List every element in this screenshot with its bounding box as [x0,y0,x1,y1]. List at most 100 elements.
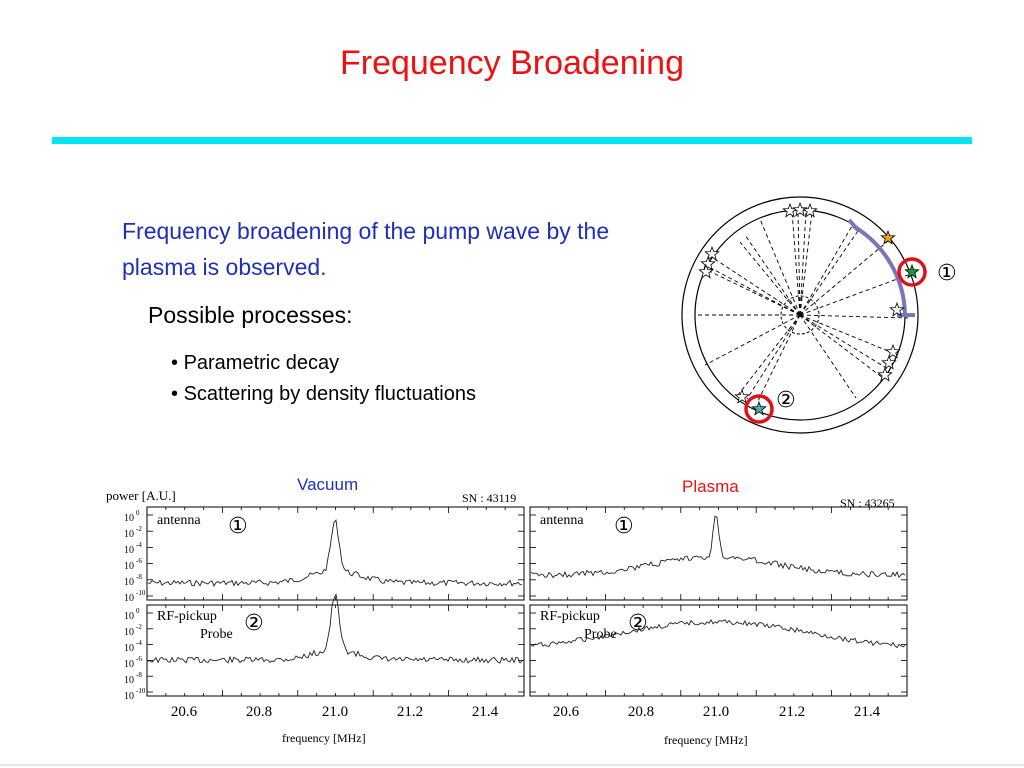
antenna-arc-end [847,218,860,232]
y-tick-exponent: -8 [136,573,142,581]
x-tick-label: 20.8 [628,704,654,720]
x-axis-label-plasma: frequency [MHz] [664,733,748,747]
trace-vacuum-probe [147,593,523,664]
processes-heading: Possible processes: [148,302,353,328]
radial-line [799,314,889,370]
trace-label-antenna: antenna [157,513,201,528]
process-item-text: Parametric decay [183,352,340,374]
radial-lines [697,210,909,404]
radial-line [704,264,801,316]
shot-number-plasma: SN : 43265 [840,496,895,510]
probe-star-icon [792,201,808,217]
plot-marker-2: ② [628,611,648,636]
probe-star-icon [802,202,818,218]
plot-marker-1: ① [228,514,248,539]
in-plot-markers: ① ② ① ② [228,514,648,636]
probe-star-icon [704,245,720,261]
plot-frame-plasma-antenna [529,506,908,601]
y-tick-label: 10 [124,513,134,524]
radial-line [799,210,807,316]
x-tick-label: 21.0 [322,704,348,720]
process-item: • Scattering by density fluctuations [171,383,476,405]
y-tick-label: 10 [124,529,134,540]
y-tick-exponent: -6 [136,557,142,565]
probe-star-icon [700,255,716,271]
x-axis-label-vacuum: frequency [MHz] [282,731,366,745]
x-tick-label: 21.4 [854,704,881,720]
x-tick-label: 21.2 [779,704,805,720]
trace-label-rf-pickup: RF-pickup [540,609,600,624]
radial-line [704,314,801,366]
intro-text: Frequency broadening of the pump wave by… [122,218,610,280]
x-tick-labels: 20.6 20.8 21.0 21.2 21.4 20.6 20.8 21.0 … [171,704,881,720]
probe-star-icon [698,263,714,279]
radial-line [799,314,884,379]
marker-circle-2 [744,394,774,424]
y-tick-exponent: -4 [136,639,142,647]
y-tick-label: 10 [124,643,134,654]
vacuum-panel-title: Vacuum [297,475,359,494]
probe-star-icon [904,263,920,279]
y-tick-exponent: -10 [136,589,146,597]
radial-line [799,314,857,399]
radial-line [799,274,909,316]
y-tick-exponent: -2 [136,623,142,631]
radial-line [739,241,801,316]
y-tick-exponent: 0 [136,607,140,615]
trace-plasma-antenna [530,515,906,579]
trace-plasma-probe [530,618,906,649]
y-tick-label: 10 [124,545,134,556]
radial-line [791,211,801,316]
center-point [798,313,802,317]
radial-line [759,218,801,316]
x-tick-label: 20.6 [553,704,580,720]
y-tick-label: 10 [124,659,134,670]
chamber-cross-section-diagram: ① ② [681,196,957,434]
y-tick-label: 10 [124,577,134,588]
y-tick-labels: 10 0 10 -2 10 -4 10 -6 10 -8 10 -10 10 0 10 -2 1… [124,509,146,702]
title-divider [52,137,972,144]
in-plot-labels: antenna RF-pickup Probe antenna RF-picku… [157,513,617,642]
probe-star-icon [782,202,798,218]
probe-star-icon [734,388,750,404]
core-circle [780,295,820,335]
radial-line [756,314,801,404]
spectrum-traces [147,515,906,664]
x-tick-label: 20.8 [246,704,272,720]
radial-line [797,210,801,316]
plot-marker-1: ① [614,514,634,539]
radial-line [744,234,801,316]
radial-line [706,269,801,316]
y-tick-label: 10 [124,675,134,686]
process-item-text: Scattering by density fluctuations [183,383,476,405]
radial-line [709,255,801,316]
radial-line [799,240,889,316]
probe-star-icon [877,366,893,382]
shot-number-vacuum: SN : 43119 [462,491,516,505]
y-tick-label: 10 [124,691,134,702]
trace-label-rf-pickup: RF-pickup [157,609,217,624]
spectra-figure: power [A.U.] SN : 43119 SN : 43265 10 0 1… [106,488,908,747]
radial-line [746,314,801,400]
probe-star-icon [751,400,767,416]
trace-label-probe: Probe [584,627,617,642]
probe-star-icon [885,343,901,359]
y-tick-exponent: -8 [136,671,142,679]
trace-vacuum-antenna [147,519,523,587]
y-tick-label: 10 [124,627,134,638]
trace-label-antenna: antenna [540,513,584,528]
antenna-arc [851,224,907,316]
probe-star-icon [880,229,896,245]
trace-label-probe: Probe [200,627,233,642]
x-tick-label: 20.6 [171,704,198,720]
radial-line [737,314,801,396]
slide-title: Frequency Broadening [339,44,684,82]
radial-line [799,314,894,354]
x-tick-label: 21.0 [703,704,729,720]
x-tick-label: 21.4 [472,704,499,720]
probe-star-icon [881,354,897,370]
plasma-panel-title: Plasma [682,477,739,496]
y-tick-exponent: 0 [136,509,140,517]
y-tick-label: 10 [124,561,134,572]
